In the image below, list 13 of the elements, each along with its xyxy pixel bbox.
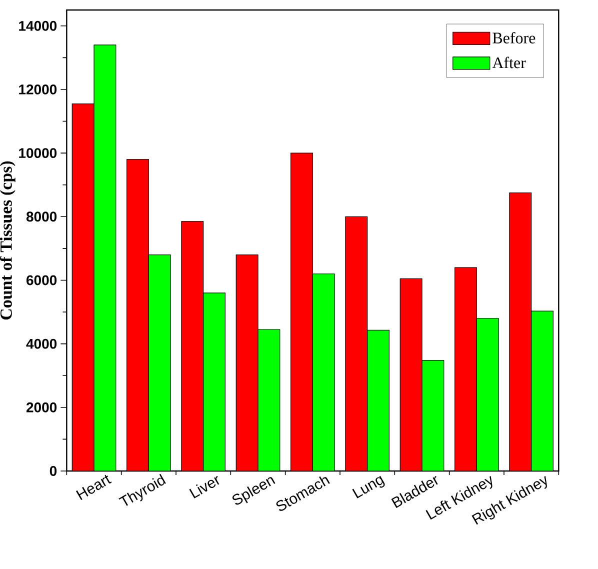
y-tick-label: 0 [50,466,57,476]
y-tick-label: 8000 [26,212,57,222]
y-tick-label: 14000 [19,20,57,31]
y-tick-label: 6000 [26,275,57,286]
y-tick-label: 12000 [19,84,57,94]
legend-label: After [492,56,526,68]
y-axis-title: Count of Tissues (cps) [0,161,16,320]
y-tick-label: 2000 [26,402,57,412]
x-tick-label: Liver [189,476,220,498]
x-tick-label: Lung [352,476,385,498]
y-tick-label: 10000 [19,148,57,158]
legend-label: Before [492,32,536,44]
y-tick-label: 4000 [26,338,57,349]
